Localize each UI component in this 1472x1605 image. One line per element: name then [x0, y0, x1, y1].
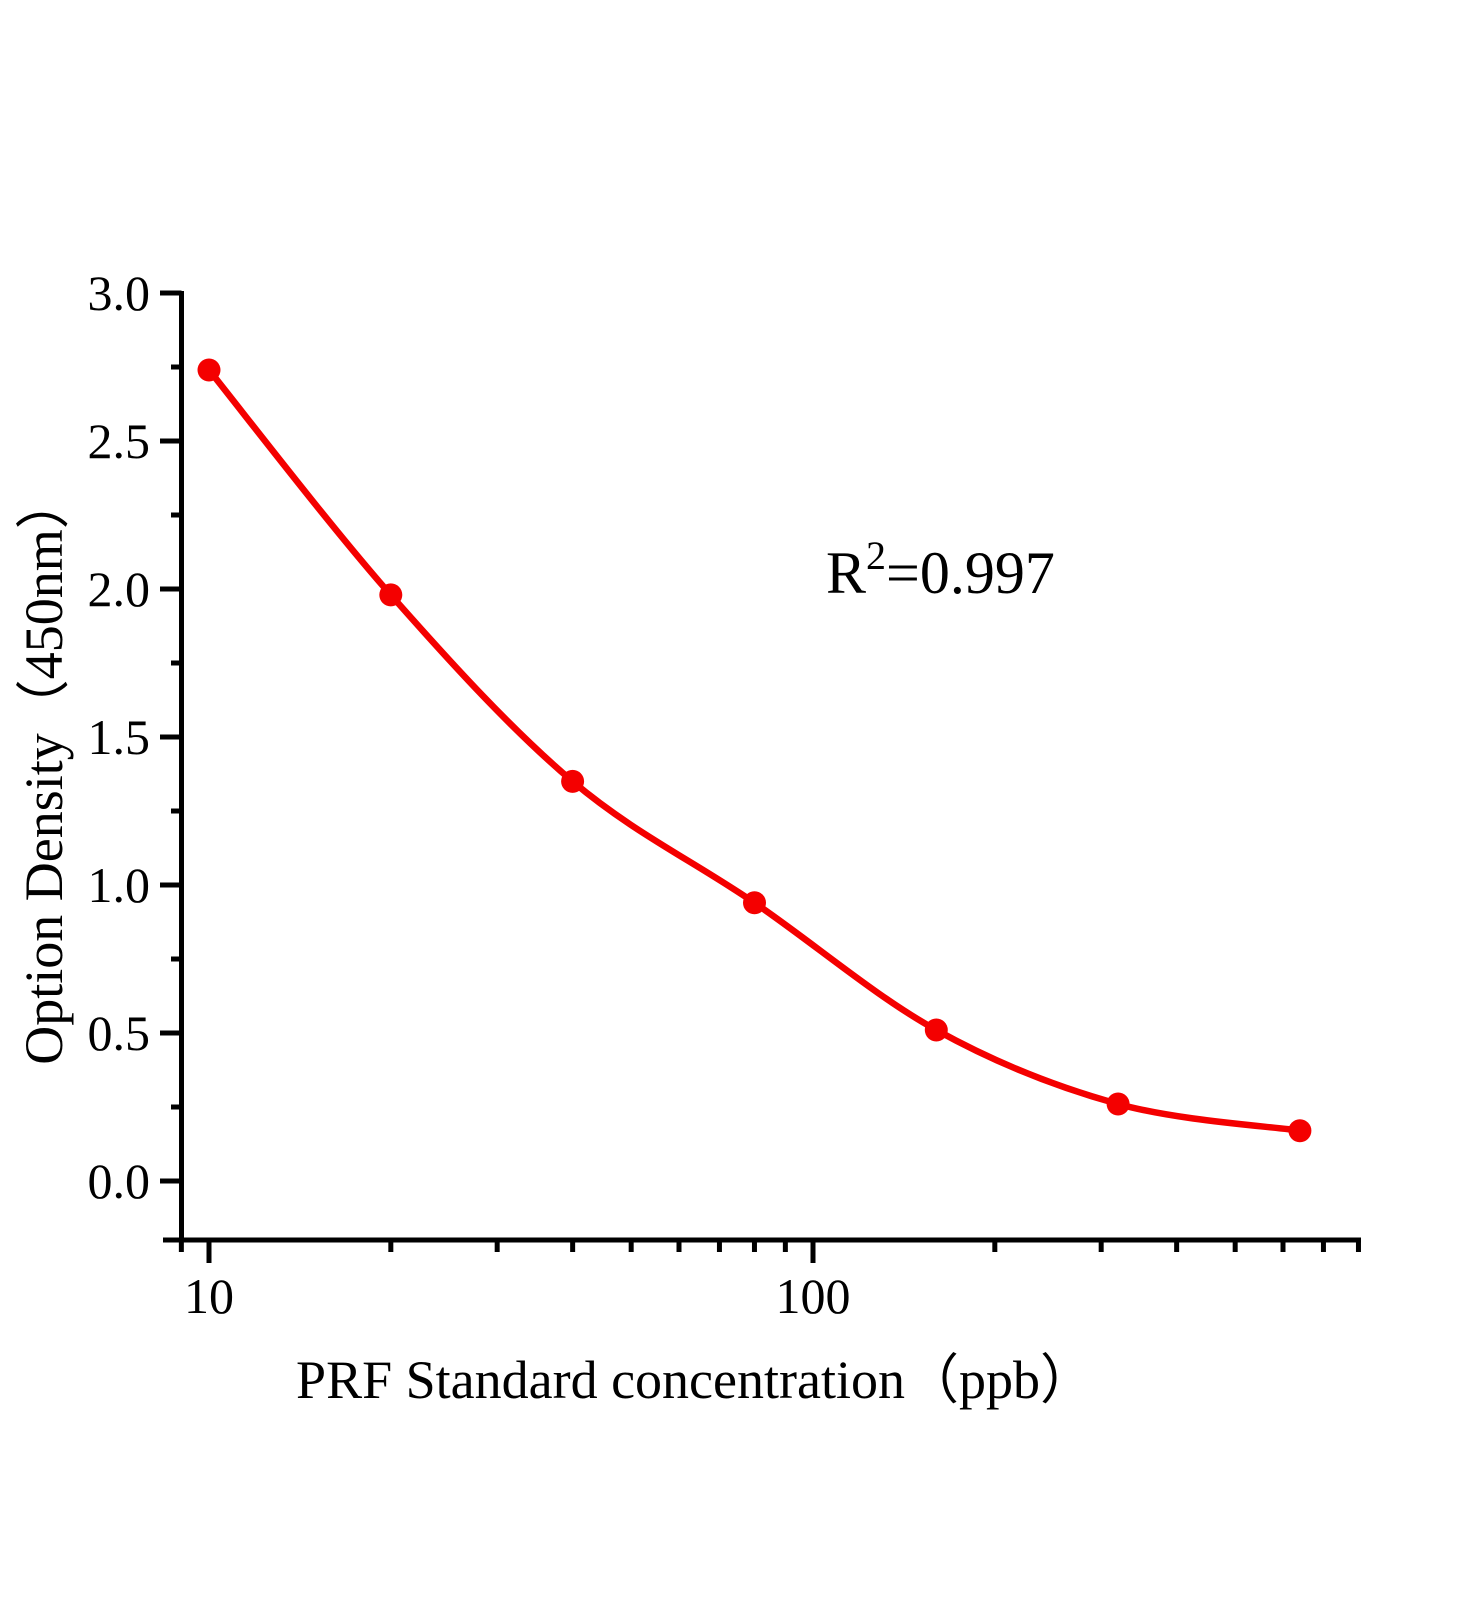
data-point-marker [197, 358, 221, 382]
data-point-marker [743, 891, 766, 915]
y-axis-title: Option Density（450nm） [14, 475, 74, 1065]
x-tick-label: 10 [184, 1268, 234, 1324]
y-tick-label: 2.5 [88, 413, 151, 469]
x-axis: 10 100 [163, 1237, 1361, 1324]
x-axis-title: PRF Standard concentration（ppb） [296, 1350, 1094, 1410]
y-tick-label: 0.0 [88, 1153, 151, 1209]
data-point-marker [561, 769, 585, 793]
data-point-marker [1288, 1119, 1312, 1143]
r-squared-annotation: R2=0.997 [826, 533, 1055, 606]
fit-curve-path [205, 366, 1304, 1134]
y-tick-label: 3.0 [88, 265, 151, 321]
x-tick-label: 100 [776, 1268, 851, 1324]
data-point-marker [1106, 1092, 1130, 1116]
data-points [197, 358, 1312, 1143]
y-tick-label: 1.0 [88, 857, 151, 913]
y-tick-label: 0.5 [88, 1005, 151, 1061]
data-point-marker [379, 583, 403, 607]
y-tick-label: 2.0 [88, 561, 151, 617]
data-point-marker [924, 1018, 948, 1042]
y-tick-label: 1.5 [88, 709, 151, 765]
y-axis: 3.0 2.5 2.0 1.5 1.0 0.5 0.0 [88, 265, 184, 1243]
